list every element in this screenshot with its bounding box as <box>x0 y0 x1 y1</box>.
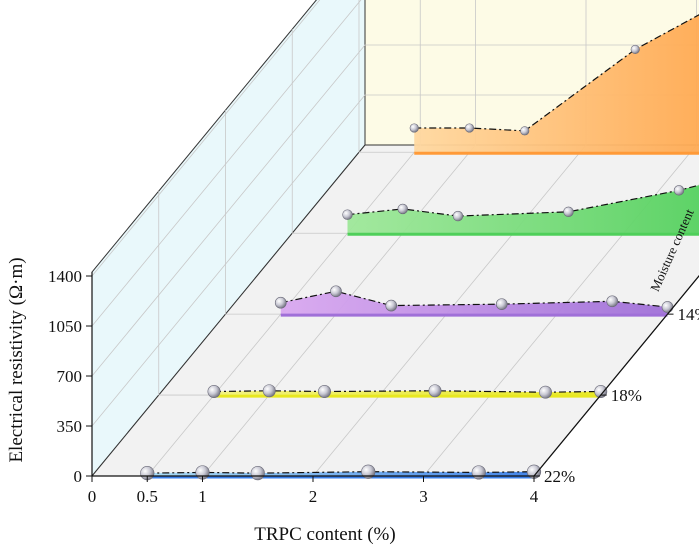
y-tick-label: 1400 <box>48 267 82 286</box>
z-axis-line <box>533 275 699 477</box>
data-point-22%-4 <box>471 465 486 480</box>
y-tick-label: 700 <box>57 367 83 386</box>
grid-line-y <box>91 0 321 277</box>
data-point-10%-3 <box>563 206 574 217</box>
x-tick-label: 4 <box>530 487 539 506</box>
data-point-10%-2 <box>452 210 464 222</box>
series-area-22% <box>147 471 534 476</box>
data-point-14%-3 <box>495 298 508 310</box>
z-tick-label: 14% <box>677 305 699 324</box>
data-point-6%-2 <box>520 126 530 136</box>
x-tick-label: 2 <box>309 487 318 506</box>
series-line-10% <box>347 184 699 217</box>
series-area-10% <box>347 185 699 234</box>
y-tick-label: 1050 <box>48 317 82 336</box>
data-point-14%-0 <box>274 296 287 309</box>
data-point-18%-4 <box>539 385 552 399</box>
data-point-22%-3 <box>361 464 376 479</box>
y-tick-label: 350 <box>57 417 83 436</box>
series-area-14% <box>280 291 668 315</box>
data-point-14%-2 <box>385 299 398 312</box>
data-point-14%-5 <box>661 301 674 313</box>
series-14% <box>274 285 674 317</box>
x-tick-label: 0.5 <box>137 487 158 506</box>
data-point-10%-1 <box>397 203 408 215</box>
z-tick-label: 18% <box>611 386 642 405</box>
data-point-22%-2 <box>250 466 265 481</box>
y-axis-title: Electrical resistivity (Ω·m) <box>6 257 27 462</box>
data-point-10%-4 <box>673 185 685 196</box>
data-point-6%-0 <box>409 123 419 133</box>
z-tick-label: 22% <box>544 467 575 486</box>
data-point-18%-2 <box>318 385 331 398</box>
series-layer <box>140 14 699 481</box>
x-axis-title: TRPC content (%) <box>254 524 395 545</box>
series-18% <box>207 384 608 399</box>
series-6% <box>409 14 699 155</box>
data-point-18%-3 <box>428 384 442 398</box>
x-tick-label: 1 <box>198 487 207 506</box>
grid-line-y <box>91 0 362 327</box>
x-tick-label: 3 <box>419 487 428 506</box>
series-area-6% <box>414 14 699 153</box>
data-point-18%-1 <box>262 384 276 398</box>
series-line-6% <box>414 14 699 132</box>
data-point-6%-3 <box>630 44 640 54</box>
data-point-10%-0 <box>342 209 353 220</box>
series-10% <box>342 184 699 236</box>
data-point-6%-1 <box>464 123 475 133</box>
data-point-14%-4 <box>606 295 619 308</box>
series-line-14% <box>280 290 668 308</box>
data-point-14%-1 <box>330 285 342 298</box>
data-point-18%-0 <box>207 385 221 398</box>
series-line-22% <box>147 471 535 474</box>
series-line-18% <box>213 390 601 393</box>
x-tick-label: 0 <box>88 487 97 506</box>
y-tick-label: 0 <box>74 467 83 486</box>
series-22% <box>140 464 542 481</box>
